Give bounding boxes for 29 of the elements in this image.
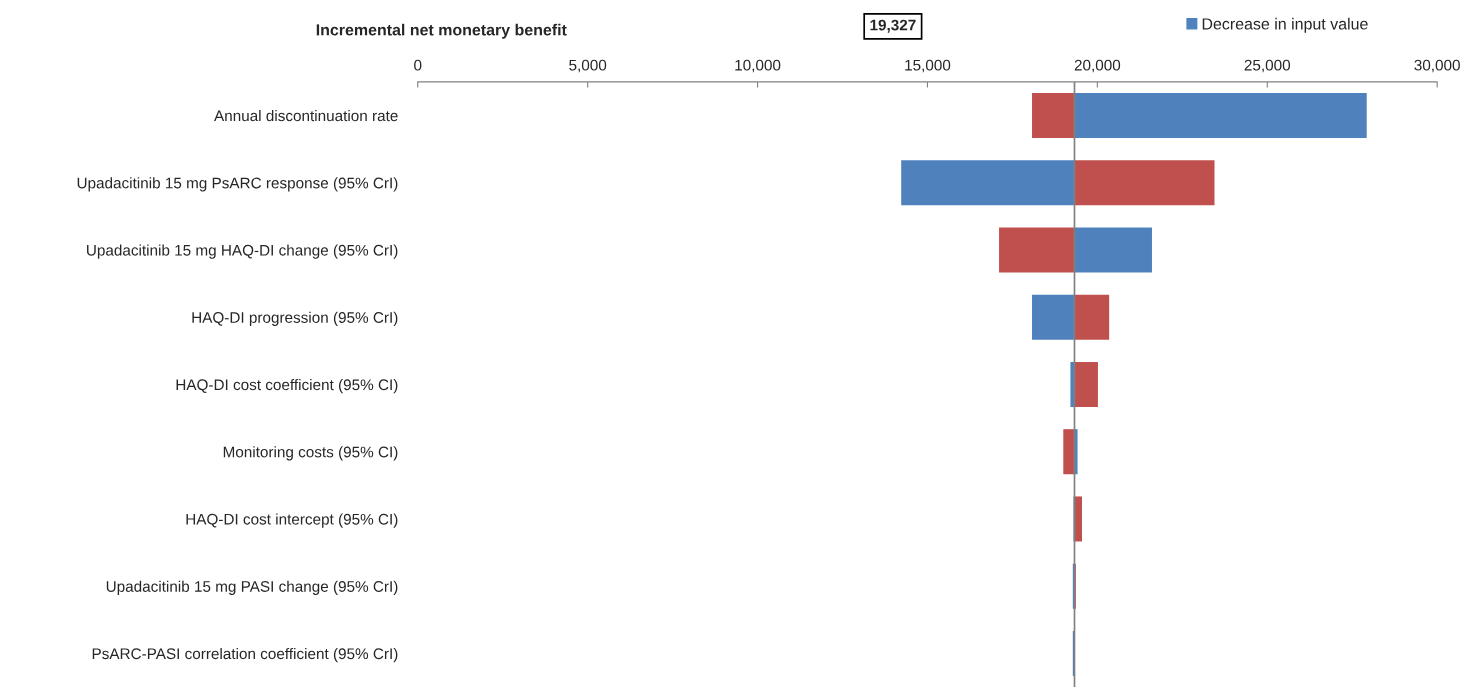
text: 19,327: [870, 19, 916, 33]
bar: [1032, 294, 1075, 340]
x-tick-label: 10,000: [735, 59, 781, 73]
x-tick-label: 15,000: [905, 59, 951, 73]
y-tick-label: HAQ-DI cost coefficient (95% CI): [176, 378, 398, 394]
x-tick-label: 30,000: [1414, 59, 1460, 73]
legend-label: Decrease in input value: [1202, 17, 1368, 33]
bar: [901, 160, 1075, 206]
bar: [1074, 160, 1215, 206]
y-tick-label: HAQ-DI cost intercept (95% CI): [186, 513, 398, 528]
x-tick-label: 20,000: [1074, 59, 1121, 73]
y-tick-label: HAQ-DI progression (95% CrI): [192, 311, 398, 326]
y-tick-label: Upadacitinib 15 mg PASI change (95% CrI): [106, 580, 398, 595]
bar: [1074, 92, 1367, 139]
bar: [999, 227, 1075, 273]
bar: [1063, 429, 1075, 475]
x-tick-label: 0: [414, 59, 422, 71]
x-tick-label: 25,000: [1244, 59, 1291, 73]
y-tick-label: Upadacitinib 15 mg PsARC response (95% CrI): [77, 177, 398, 192]
bar: [1074, 227, 1152, 273]
chart-title: Incremental net monetary benefit: [316, 23, 567, 39]
y-tick-label: Monitoring costs (95% CI): [223, 446, 398, 461]
bar: [1074, 361, 1098, 407]
bar: [1032, 92, 1075, 139]
x-tick-label: 5,000: [569, 59, 607, 73]
bar: [1074, 294, 1110, 340]
y-tick-label: PsARC-PASI correlation coefficient (95% CrI): [92, 647, 398, 663]
y-tick-label: Annual discontinuation rate: [214, 109, 398, 122]
y-tick-label: Upadacitinib 15 mg HAQ-DI change (95% CrI): [87, 244, 398, 259]
